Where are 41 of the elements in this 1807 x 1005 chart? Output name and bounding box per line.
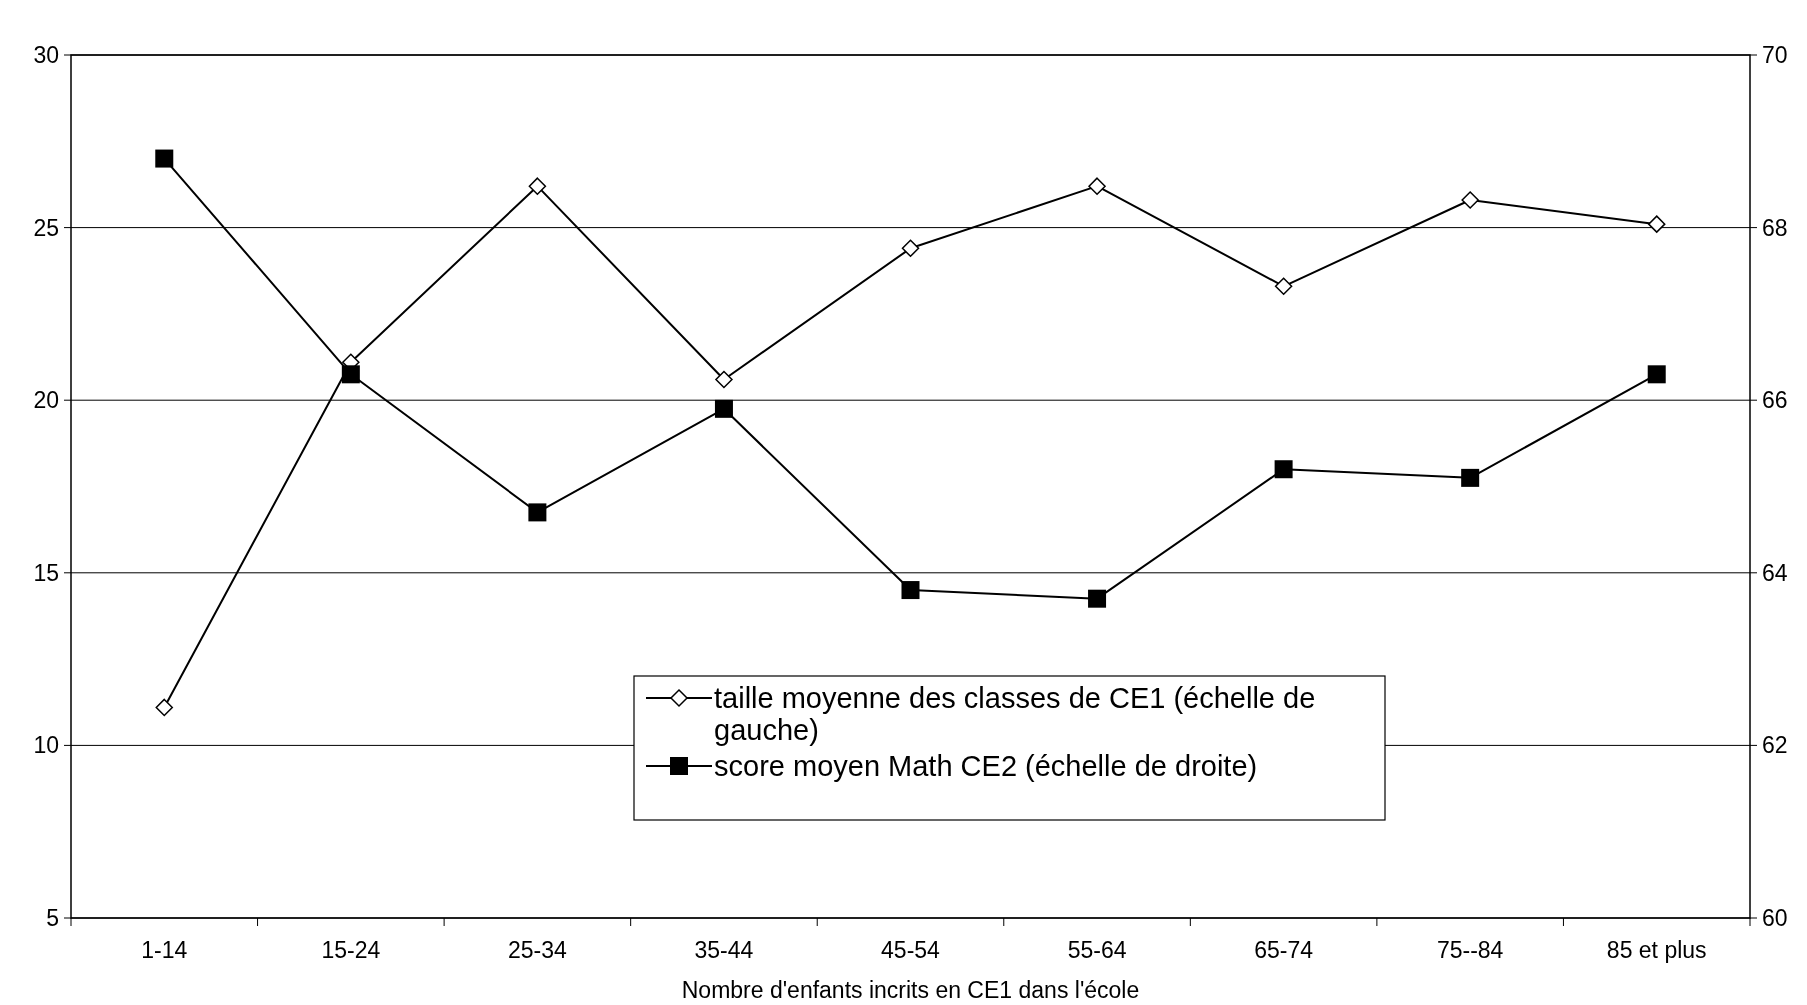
x-tick-label: 75--84 <box>1436 937 1504 963</box>
x-tick-label: 15-24 <box>321 937 381 963</box>
x-tick-label: 45-54 <box>881 937 941 963</box>
point <box>1647 215 1666 233</box>
y2-tick-label: 70 <box>1762 42 1788 69</box>
y2-tick-label: 66 <box>1762 387 1788 414</box>
x-tick-label: 1-14 <box>141 937 188 963</box>
y2-tick-label: 62 <box>1762 732 1788 759</box>
point <box>155 149 174 168</box>
x-tick-label: 85 et plus <box>1606 937 1707 963</box>
x-tick-label: 55-64 <box>1067 937 1127 963</box>
point <box>1461 191 1479 209</box>
y-tick-label: 30 <box>33 42 59 69</box>
point <box>715 370 733 389</box>
point <box>341 365 360 384</box>
y-tick-label: 25 <box>33 214 59 241</box>
point <box>1461 468 1480 487</box>
x-tick-label: 65-74 <box>1254 937 1314 963</box>
x-axis-title: Nombre d'enfants incrits en CE1 dans l'école <box>681 977 1140 1003</box>
point <box>1088 177 1106 195</box>
legend-label: taille moyenne des classes de CE1 (échelle de gauche) <box>714 682 1316 747</box>
y-tick-label: 10 <box>33 732 59 759</box>
point <box>1274 277 1293 296</box>
y-tick-label: 5 <box>46 905 59 932</box>
y2-tick-label: 64 <box>1762 559 1788 586</box>
point <box>155 698 174 717</box>
point <box>901 239 920 258</box>
y-tick-label: 20 <box>33 387 59 414</box>
point <box>714 399 733 418</box>
legend-label: score moyen Math CE2 (échelle de droite) <box>714 750 1258 783</box>
point <box>528 503 547 522</box>
point <box>1274 460 1293 479</box>
y2-tick-label: 60 <box>1762 905 1788 932</box>
y2-tick-label: 68 <box>1762 214 1788 241</box>
point <box>528 177 547 195</box>
point <box>1088 589 1107 608</box>
y-tick-label: 15 <box>33 559 59 586</box>
point <box>1647 365 1666 384</box>
x-tick-label: 25-34 <box>507 937 568 963</box>
x-tick-label: 35-44 <box>694 937 754 963</box>
point <box>901 581 920 600</box>
